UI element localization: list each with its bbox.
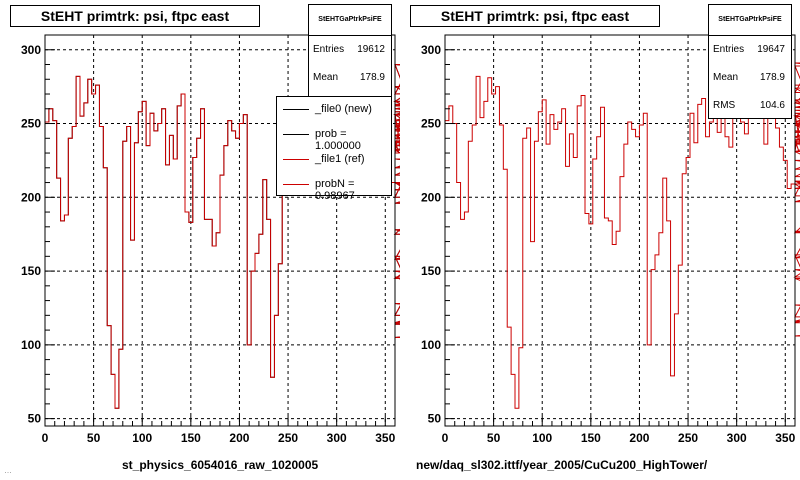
stats-mean: Mean 178.9 [709, 64, 791, 92]
mean-label: Mean [713, 72, 739, 83]
x-tick-label: 100 [532, 431, 552, 445]
y-tick-label: 100 [21, 338, 41, 352]
stats-name: StEHTGaPtrkPsiFE [709, 5, 791, 36]
y-tick-label: 300 [421, 43, 441, 57]
legend-entry-probn: probN = 0.98967 [277, 172, 391, 202]
legend-label-ref: _file1 (ref) [315, 153, 365, 165]
y-tick-label: 300 [21, 43, 41, 57]
legend-box: _file0 (new) prob = 1.000000 _file1 (ref… [276, 96, 392, 202]
mean-label: Mean [313, 72, 339, 83]
stats-entries: Entries 19612 [309, 36, 391, 64]
legend-line-probn [283, 184, 309, 185]
stats-name: StEHTGaPtrkPsiFE [309, 5, 391, 36]
stats-mean: Mean 178.9 [309, 64, 391, 92]
legend-line-new [283, 109, 309, 110]
legend-label-probn: probN = 0.98967 [315, 178, 355, 202]
x-tick-label: 100 [132, 431, 152, 445]
entries-value: 19612 [357, 44, 385, 55]
legend-entry-ref: _file1 (ref) [277, 147, 391, 172]
legend-label-new: _file0 (new) [315, 103, 372, 115]
y-tick-label: 100 [421, 338, 441, 352]
y-tick-label: 250 [421, 117, 441, 131]
plot-title: StEHT primtrk: psi, ftpc east [410, 5, 660, 27]
x-tick-label: 200 [229, 431, 249, 445]
legend-entry-new: _file0 (new) [277, 97, 391, 122]
legend-label-prob: prob = 1.000000 [315, 128, 361, 152]
rms-label: RMS [713, 100, 736, 111]
legend-entry-prob: prob = 1.000000 [277, 122, 391, 152]
footer-path: new/daq_sl302.ittf/year_2005/CuCu200_Hig… [416, 458, 708, 472]
mean-value: 178.9 [759, 72, 785, 83]
stats-box: StEHTGaPtrkPsiFE Entries 19647 Mean 178.… [708, 4, 792, 119]
rms-value: 104.6 [759, 100, 785, 111]
footer-filename: st_physics_6054016_raw_1020005 [122, 458, 319, 472]
entries-label: Entries [313, 44, 345, 55]
grid-lines [45, 35, 395, 426]
x-tick-label: 300 [327, 431, 347, 445]
legend-line-prob [283, 134, 309, 135]
stats-rms: RMS 104.6 [709, 92, 791, 120]
x-tick-label: 350 [375, 431, 395, 445]
x-tick-label: 50 [487, 431, 501, 445]
stats-entries: Entries 19647 [709, 36, 791, 64]
left-panel: 0 50 100 150 200 250 300 350 50 100 150 200 250 300 S… [4, 4, 400, 475]
y-tick-label: 150 [21, 264, 41, 278]
y-tick-label: 150 [421, 264, 441, 278]
x-tick-label: 50 [87, 431, 101, 445]
x-tick-label: 0 [42, 431, 49, 445]
plot-title: StEHT primtrk: psi, ftpc east [10, 5, 260, 27]
x-tick-label: 250 [678, 431, 698, 445]
mean-value: 178.9 [359, 72, 385, 83]
y-tick-label: 50 [28, 412, 42, 426]
y-tick-label: 200 [21, 190, 41, 204]
x-tick-label: 0 [442, 431, 449, 445]
entries-label: Entries [713, 44, 745, 55]
x-tick-label: 200 [629, 431, 649, 445]
x-tick-label: 300 [727, 431, 747, 445]
y-tick-label: 50 [428, 412, 442, 426]
x-tick-label: 250 [278, 431, 298, 445]
x-tick-label: 150 [581, 431, 601, 445]
x-tick-label: 150 [181, 431, 201, 445]
right-panel: 0 50 100 150 200 250 300 350 50 100 150 200 250 300 S… [400, 0, 800, 480]
legend-line-ref [283, 159, 309, 160]
y-tick-label: 200 [421, 190, 441, 204]
y-tick-label: 250 [21, 117, 41, 131]
entries-value: 19647 [757, 44, 785, 55]
corner-text: … [4, 466, 12, 475]
x-tick-label: 350 [775, 431, 795, 445]
